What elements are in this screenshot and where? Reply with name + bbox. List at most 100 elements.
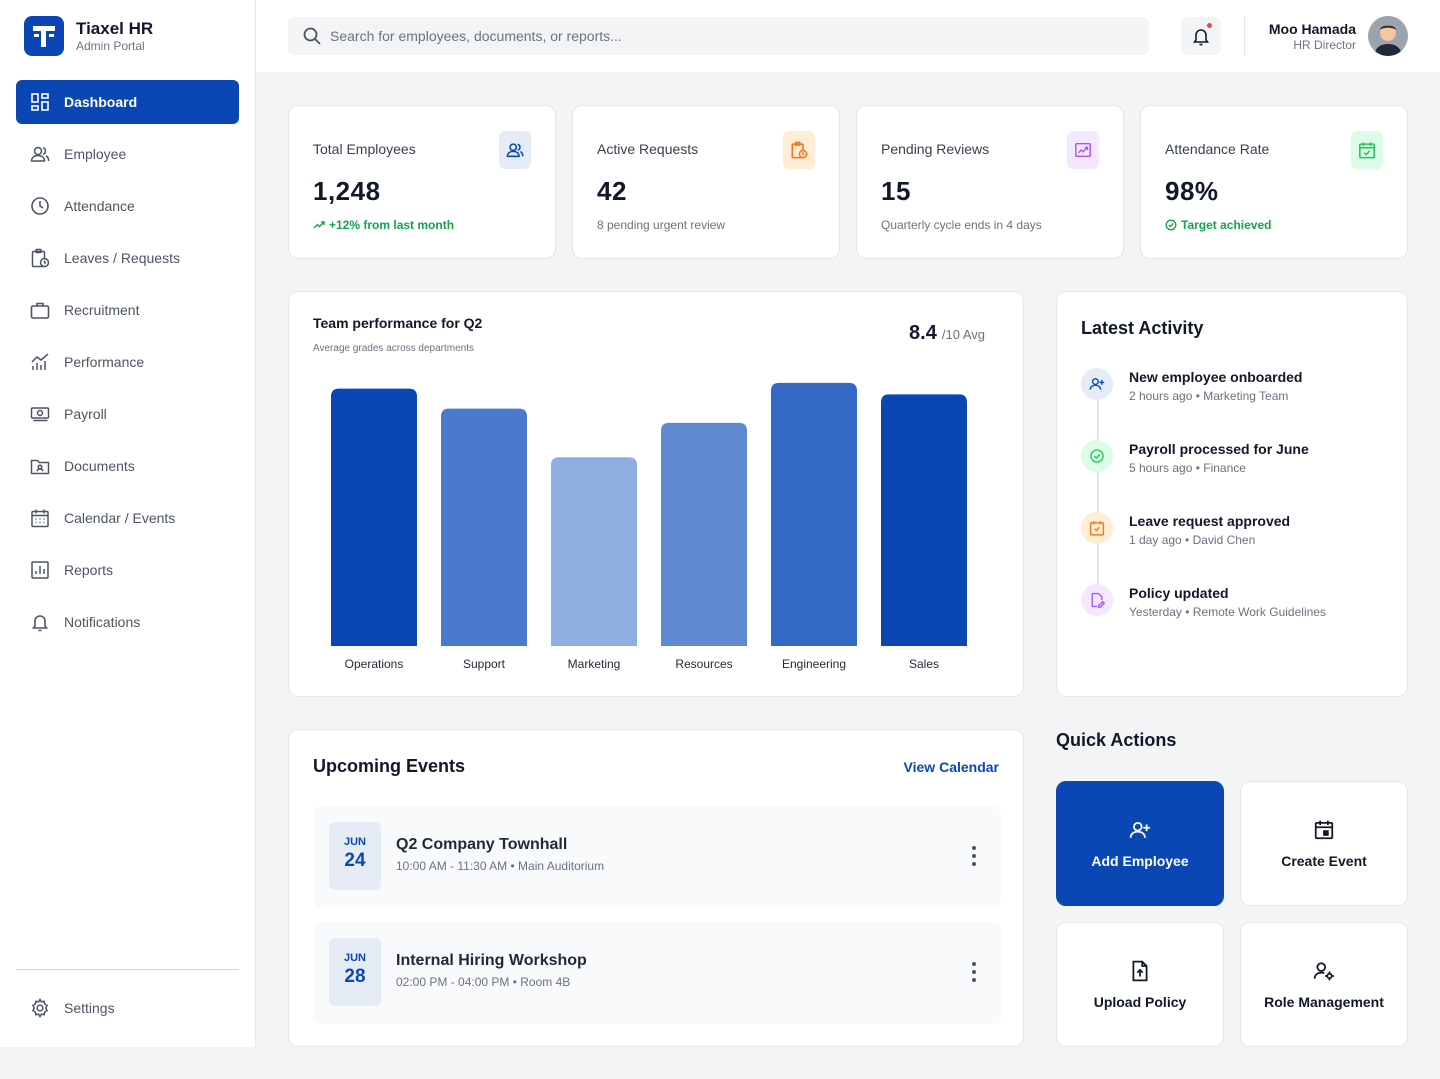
quick-action-label: Upload Policy	[1093, 993, 1187, 1010]
sidebar-item-label: Employee	[64, 146, 127, 162]
avatar[interactable]	[1368, 16, 1408, 56]
latest-activity-card: Latest Activity New employee onboarded 2…	[1056, 291, 1408, 697]
chart-icon	[31, 353, 49, 370]
clipboard-icon	[31, 248, 50, 268]
create-event-button[interactable]: Create Event	[1240, 781, 1408, 906]
chart-bar-operations[interactable]	[331, 388, 417, 646]
sidebar-item-reports[interactable]: Reports	[16, 548, 239, 592]
check-circle-icon	[1165, 219, 1177, 231]
add-employee-button[interactable]: Add Employee	[1056, 781, 1224, 906]
event-day: 24	[344, 850, 366, 871]
sidebar-item-label: Documents	[64, 458, 135, 474]
user-plus-icon	[1081, 368, 1113, 400]
chart-bar-marketing[interactable]	[551, 457, 637, 646]
stat-value: 42	[597, 176, 627, 206]
report-icon	[31, 561, 49, 579]
role-management-button[interactable]: Role Management	[1240, 922, 1408, 1047]
chart-subtitle: Average grades across departments	[313, 343, 475, 354]
more-options-icon[interactable]	[969, 846, 979, 866]
activity-item[interactable]: New employee onboarded 2 hours ago • Mar…	[1081, 368, 1391, 418]
view-calendar-link[interactable]: View Calendar	[903, 759, 999, 775]
event-title: Internal Hiring Workshop	[396, 952, 587, 969]
user-plus-icon	[1129, 821, 1150, 838]
sidebar-divider	[16, 969, 239, 970]
sidebar-item-label: Payroll	[64, 406, 107, 422]
chart-category-label: Support	[463, 657, 506, 671]
brand-logo-icon	[24, 16, 64, 56]
chart-bar-engineering[interactable]	[771, 382, 857, 646]
stat-value: 15	[881, 176, 911, 206]
sidebar-item-leaves-requests[interactable]: Leaves / Requests	[16, 236, 239, 280]
sidebar-item-settings[interactable]: Settings	[16, 986, 239, 1030]
chart-category-label: Sales	[909, 657, 939, 671]
event-month: JUN	[343, 952, 366, 964]
top-header: Moo Hamada HR Director	[256, 0, 1440, 72]
sidebar-item-payroll[interactable]: Payroll	[16, 392, 239, 436]
sidebar-item-dashboard[interactable]: Dashboard	[16, 80, 239, 124]
stat-title: Attendance Rate	[1165, 141, 1270, 157]
users-icon	[499, 131, 531, 169]
stat-card-active-requests[interactable]: Active Requests 42 8 pending urgent revi…	[572, 105, 840, 259]
sidebar-item-label: Reports	[64, 562, 114, 578]
sidebar-item-performance[interactable]: Performance	[16, 340, 239, 384]
activity-title-text: Policy updated	[1129, 585, 1229, 601]
quick-actions-title: Quick Actions	[1056, 730, 1177, 750]
upcoming-events-card: Upcoming Events View Calendar JUN 24 Q2 …	[288, 729, 1024, 1047]
activity-item[interactable]: Leave request approved 1 day ago • David…	[1081, 512, 1391, 562]
sidebar-item-documents[interactable]: Documents	[16, 444, 239, 488]
activity-meta: Yesterday • Remote Work Guidelines	[1129, 605, 1326, 619]
activity-title-text: New employee onboarded	[1129, 369, 1303, 385]
stat-title: Pending Reviews	[881, 141, 990, 157]
money-icon	[30, 407, 50, 422]
upload-policy-button[interactable]: Upload Policy	[1056, 922, 1224, 1047]
events-title: Upcoming Events	[313, 756, 466, 776]
activity-item[interactable]: Policy updated Yesterday • Remote Work G…	[1081, 584, 1391, 634]
stat-card-total-employees[interactable]: Total Employees 1,248 +12% from last mon…	[288, 105, 556, 259]
brand-subtitle: Admin Portal	[76, 39, 145, 53]
activity-item[interactable]: Payroll processed for June 5 hours ago •…	[1081, 440, 1391, 490]
sidebar-item-employee[interactable]: Employee	[16, 132, 239, 176]
sidebar-item-recruitment[interactable]: Recruitment	[16, 288, 239, 332]
chart-title: Team performance for Q2	[313, 315, 483, 331]
users-icon	[30, 146, 50, 162]
more-options-icon[interactable]	[969, 962, 979, 982]
file-upload-icon	[1132, 960, 1148, 981]
chart-bar-sales[interactable]	[881, 394, 967, 646]
brand-name: Tiaxel HR	[76, 19, 154, 38]
event-meta: 10:00 AM - 11:30 AM • Main Auditorium	[396, 859, 605, 873]
bell-icon	[31, 615, 49, 632]
sidebar-item-calendar-events[interactable]: Calendar / Events	[16, 496, 239, 540]
activity-meta: 1 day ago • David Chen	[1129, 533, 1256, 547]
user-menu[interactable]: Moo Hamada HR Director	[1269, 16, 1408, 56]
search-bar[interactable]	[288, 17, 1149, 55]
stat-note: +12% from last month	[313, 218, 454, 232]
calendar-check-icon	[1351, 131, 1383, 169]
sidebar-item-attendance[interactable]: Attendance	[16, 184, 239, 228]
event-item[interactable]: JUN 28 Internal Hiring Workshop 02:00 PM…	[313, 922, 1001, 1024]
sidebar-item-label: Attendance	[64, 198, 135, 214]
stat-card-pending-reviews[interactable]: Pending Reviews 15 Quarterly cycle ends …	[856, 105, 1124, 259]
stat-card-attendance-rate[interactable]: Attendance Rate 98% Target achieved	[1140, 105, 1408, 259]
bar-chart: Operations Support Marketing Resources Engin…	[331, 382, 967, 671]
stat-title: Total Employees	[313, 141, 416, 157]
event-date-badge: JUN 28	[329, 938, 381, 1006]
chart-average-unit: /10 Avg	[941, 327, 985, 342]
brand[interactable]: Tiaxel HR Admin Portal	[24, 16, 153, 56]
chart-average: 8.4 /10 Avg	[909, 322, 985, 345]
sidebar-item-label: Notifications	[64, 614, 141, 630]
sidebar-item-notifications[interactable]: Notifications	[16, 600, 239, 644]
performance-chart-card: Team performance for Q2 Average grades a…	[288, 291, 1024, 697]
chart-bar-resources[interactable]	[661, 422, 747, 646]
event-item[interactable]: JUN 24 Q2 Company Townhall 10:00 AM - 11…	[313, 806, 1001, 908]
folder-icon	[30, 459, 50, 475]
sidebar-item-label: Settings	[64, 1000, 115, 1016]
chart-bar-support[interactable]	[441, 408, 527, 646]
search-input[interactable]	[330, 28, 1130, 44]
notifications-button[interactable]	[1181, 17, 1221, 55]
chart-category-label: Marketing	[568, 657, 621, 671]
calendar-icon	[31, 509, 49, 528]
sidebar: Tiaxel HR Admin Portal Dashboard Employe…	[0, 0, 256, 1047]
stat-note-text: Target achieved	[1181, 218, 1272, 232]
sidebar-item-label: Leaves / Requests	[64, 250, 180, 266]
clock-icon	[31, 197, 49, 215]
